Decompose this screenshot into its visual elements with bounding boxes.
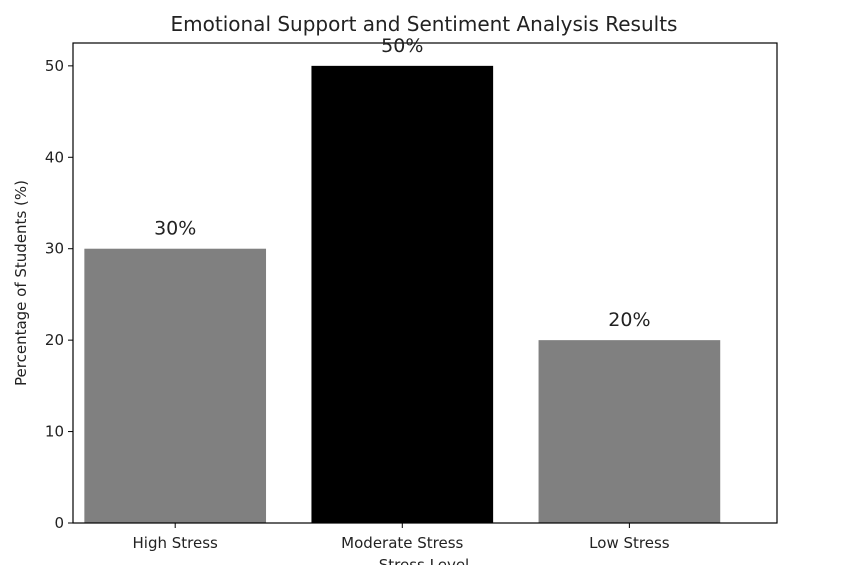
y-axis-ticks: 0 10 20 30 40 50	[45, 57, 73, 532]
bar-low-stress	[538, 340, 721, 523]
x-axis-title: Stress Level	[379, 556, 469, 565]
x-axis-ticks: High Stress Moderate Stress Low Stress	[133, 523, 670, 552]
data-labels: 30% 50% 20%	[154, 35, 650, 331]
y-tick-label: 40	[45, 148, 64, 166]
data-label: 50%	[381, 35, 423, 57]
plot-frame	[72, 42, 778, 524]
y-tick-label: 0	[54, 514, 64, 532]
bars-layer	[84, 65, 721, 523]
bar-high-stress	[84, 248, 267, 523]
y-tick-label: 20	[45, 331, 64, 349]
data-label: 30%	[154, 218, 196, 240]
y-tick-label: 10	[45, 423, 64, 441]
x-tick-label: High Stress	[133, 534, 219, 552]
x-tick-label: Low Stress	[589, 534, 670, 552]
x-tick-label: Moderate Stress	[341, 534, 463, 552]
bar-moderate-stress	[311, 65, 494, 523]
chart-title: Emotional Support and Sentiment Analysis…	[171, 12, 678, 36]
y-axis-title: Percentage of Students (%)	[12, 180, 30, 386]
y-tick-label: 30	[45, 240, 64, 258]
data-label: 20%	[608, 309, 650, 331]
y-tick-label: 50	[45, 57, 64, 75]
